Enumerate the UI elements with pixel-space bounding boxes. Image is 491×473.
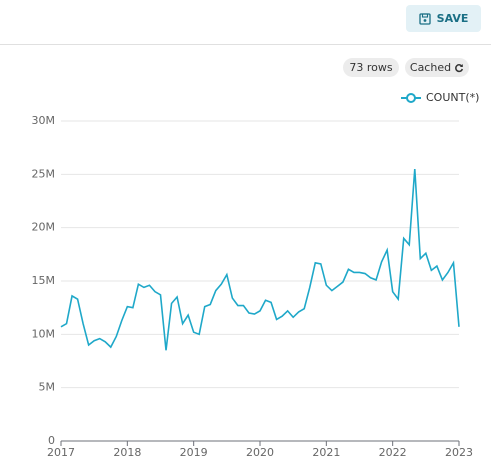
legend-marker [406,93,416,103]
x-tick-label: 2020 [246,446,274,459]
save-button[interactable]: SAVE [406,5,481,32]
y-tick-label: 0 [48,434,55,447]
y-tick-label: 10M [32,327,56,340]
save-label: SAVE [436,12,469,25]
x-tick-label: 2019 [180,446,208,459]
y-tick-label: 15M [32,274,56,287]
save-icon [418,12,431,25]
x-tick-label: 2017 [47,446,75,459]
x-tick-label: 2022 [379,446,407,459]
line [60,168,460,351]
divider [0,44,491,45]
y-tick-label: 30M [32,114,56,127]
x-tick-label: 2018 [113,446,141,459]
y-tick-label: 5M [39,381,56,394]
refresh-icon [455,63,464,72]
x-tick-label: 2021 [312,446,340,459]
row-count: 73 rows [343,58,399,77]
y-tick-label: 20M [32,221,56,234]
legend-label: COUNT(*) [426,91,479,104]
row-count-text: 73 rows [349,61,393,74]
x-tick-label: 2023 [445,446,473,459]
y-tick-label: 25M [32,167,56,180]
cached-badge[interactable]: Cached [405,58,469,77]
cached-text: Cached [409,61,452,74]
